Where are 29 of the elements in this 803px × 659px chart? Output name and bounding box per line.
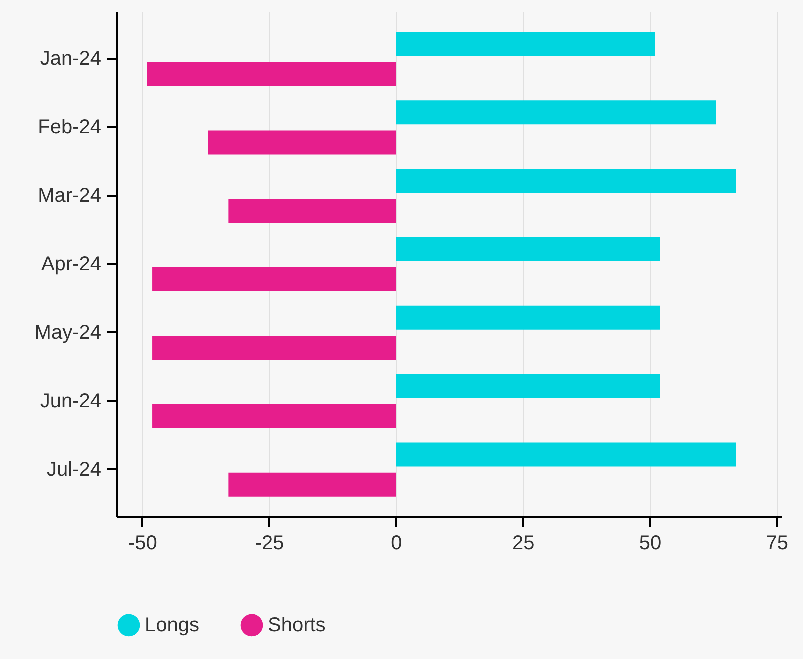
bar — [396, 374, 660, 398]
x-tick-label: 50 — [639, 532, 662, 554]
bar — [396, 169, 736, 194]
bar — [396, 237, 660, 262]
legend-label: Longs — [145, 614, 200, 636]
bar — [396, 306, 660, 330]
bar — [152, 268, 396, 292]
y-tick-label: Mar-24 — [38, 185, 102, 208]
bar — [228, 199, 396, 224]
x-tick-label: -50 — [128, 532, 158, 554]
bar — [396, 100, 716, 125]
y-tick-label: Feb-24 — [38, 116, 102, 139]
legend-label: Shorts — [268, 614, 326, 636]
bar — [396, 442, 736, 467]
x-tick-label: 75 — [766, 532, 789, 554]
bar — [152, 336, 396, 360]
bar — [396, 32, 656, 56]
bar — [208, 130, 396, 155]
x-tick-label: -25 — [255, 532, 284, 554]
y-tick-label: Jul-24 — [47, 458, 102, 481]
y-tick-label: Jun-24 — [40, 390, 102, 412]
y-tick-label: May-24 — [34, 322, 102, 344]
x-tick-label: 0 — [391, 532, 402, 554]
bar — [152, 404, 396, 428]
bar — [147, 62, 396, 86]
x-tick-label: 25 — [512, 532, 535, 554]
bar — [228, 472, 396, 497]
y-tick-label: Jan-24 — [40, 48, 102, 70]
y-tick-label: Apr-24 — [41, 254, 102, 276]
